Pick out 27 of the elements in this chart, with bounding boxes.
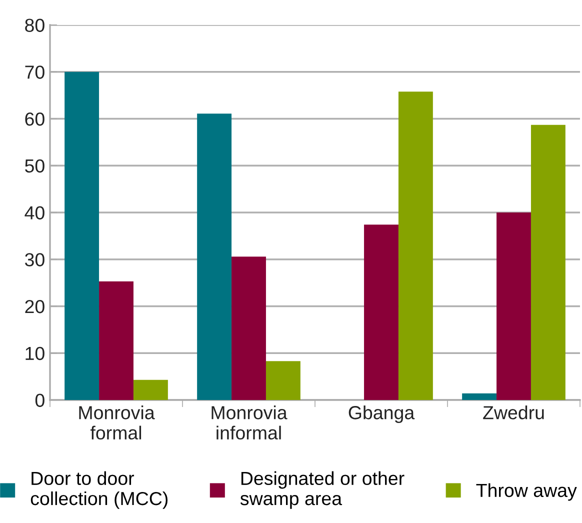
y-tick-label: 0 <box>35 394 44 407</box>
bar <box>364 224 398 400</box>
bar <box>99 281 134 400</box>
y-tick-label: 70 <box>25 66 44 79</box>
x-tick-label: Monrovia formal <box>79 406 155 440</box>
bar <box>496 212 531 400</box>
bar <box>133 380 168 400</box>
y-tick-label: 10 <box>26 346 44 360</box>
bar <box>232 256 266 400</box>
legend-label: Door to door collection (MCC) <box>30 471 168 509</box>
x-tick-label: Gbanga <box>348 406 415 424</box>
y-tick-label: 60 <box>25 112 44 126</box>
bar <box>462 393 497 400</box>
bar <box>530 124 566 400</box>
y-tick-label: 80 <box>25 18 44 32</box>
legend-label: Designated or other swamp area <box>240 471 404 509</box>
legend-label: Throw away <box>476 483 577 501</box>
bar <box>398 92 433 400</box>
y-tick-label: 30 <box>25 253 44 266</box>
x-tick-label: Monrovia informal <box>212 406 288 440</box>
y-tick-label: 40 <box>24 206 44 220</box>
x-tick-label: Zwedru <box>483 406 544 420</box>
bar <box>266 361 300 400</box>
bar <box>64 72 100 400</box>
y-tick-label: 50 <box>25 159 44 173</box>
bar <box>197 114 232 400</box>
y-tick-label: 20 <box>25 300 44 314</box>
